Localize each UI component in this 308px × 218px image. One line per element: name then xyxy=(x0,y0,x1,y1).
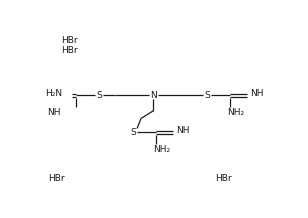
Text: NH: NH xyxy=(176,126,190,135)
Text: S: S xyxy=(96,91,102,100)
Text: NH₂: NH₂ xyxy=(153,145,170,154)
Text: NH: NH xyxy=(250,89,264,98)
Text: N: N xyxy=(150,91,156,100)
Text: HBr: HBr xyxy=(61,46,77,55)
Text: S: S xyxy=(204,91,210,100)
Text: HBr: HBr xyxy=(61,36,77,44)
Text: HBr: HBr xyxy=(215,174,231,183)
Text: HBr: HBr xyxy=(48,174,65,183)
Text: H₂N: H₂N xyxy=(45,89,63,98)
Text: NH₂: NH₂ xyxy=(227,108,244,117)
Text: NH: NH xyxy=(47,108,60,117)
Text: S: S xyxy=(130,128,136,137)
